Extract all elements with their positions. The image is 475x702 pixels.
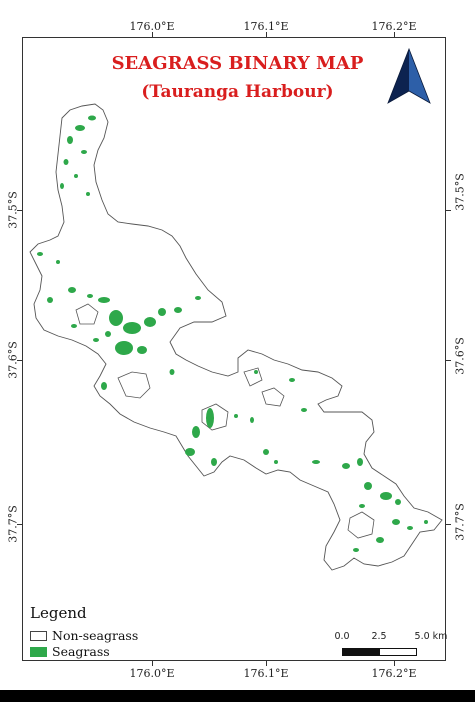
tick-mark-left-2	[17, 360, 22, 361]
legend-swatch-seagrass	[30, 647, 47, 657]
scale-label-0: 0.0	[334, 631, 350, 642]
tick-mark-bottom-3	[394, 661, 395, 666]
scale-segment-2	[379, 648, 417, 656]
tick-mark-right-1	[446, 210, 451, 211]
tick-mark-bottom-2	[266, 661, 267, 666]
tick-mark-top-3	[394, 32, 395, 37]
tick-mark-top-1	[152, 32, 153, 37]
scale-label-2-5: 2.5	[371, 631, 387, 642]
seagrass-patches	[37, 115, 428, 552]
lon-label-top-3: 176.2°E	[371, 20, 417, 33]
tick-mark-left-1	[17, 210, 22, 211]
lat-label-right-2: 37.6°S	[453, 337, 467, 375]
map-subtitle: (Tauranga Harbour)	[141, 82, 334, 102]
legend-label-seagrass: Seagrass	[52, 644, 110, 659]
scale-bar: 0.0 2.5 5.0 km	[334, 631, 457, 661]
lon-label-bottom-3: 176.2°E	[371, 667, 417, 680]
tick-mark-top-2	[266, 32, 267, 37]
legend-swatch-non-seagrass	[30, 631, 47, 641]
north-arrow-icon	[387, 47, 431, 104]
lon-label-bottom-1: 176.0°E	[129, 667, 175, 680]
tick-mark-left-3	[17, 524, 22, 525]
legend-title: Legend	[30, 604, 87, 622]
lat-label-left-2: 37.6°S	[6, 341, 20, 379]
scale-segment-1	[342, 648, 381, 656]
map-title: SEAGRASS BINARY MAP	[111, 53, 364, 74]
tick-mark-bottom-1	[152, 661, 153, 666]
lon-label-top-1: 176.0°E	[129, 20, 175, 33]
lat-label-left-3: 37.7°S	[6, 505, 20, 543]
harbour-outline	[29, 103, 443, 571]
lon-label-bottom-2: 176.1°E	[243, 667, 289, 680]
scale-label-5-km: 5.0 km	[414, 631, 448, 642]
lat-label-right-1: 37.5°S	[453, 173, 467, 211]
lat-label-right-3: 37.7°S	[453, 503, 467, 541]
lat-label-left-1: 37.5°S	[6, 191, 20, 229]
legend-label-non-seagrass: Non-seagrass	[52, 628, 139, 643]
tick-mark-right-3	[446, 524, 451, 525]
tick-mark-right-2	[446, 360, 451, 361]
lon-label-top-2: 176.1°E	[243, 20, 289, 33]
